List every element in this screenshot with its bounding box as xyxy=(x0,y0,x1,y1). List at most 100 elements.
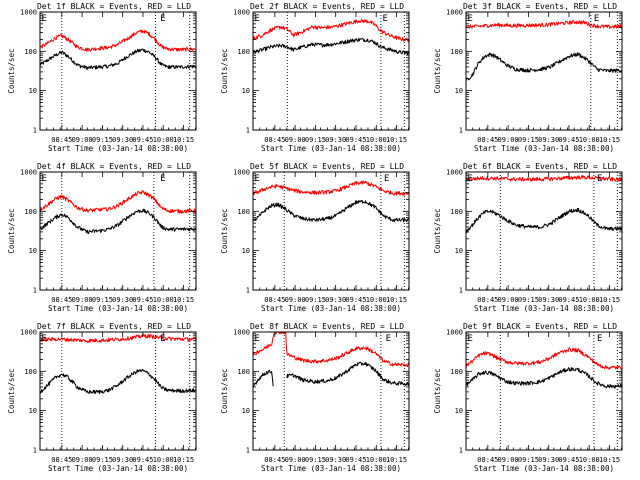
y-axis-label: Counts/sec xyxy=(433,208,442,253)
x-tick-label: 10:00 xyxy=(579,136,600,144)
event-marker-label: E xyxy=(382,14,387,24)
x-tick-label: 10:15 xyxy=(386,456,407,464)
x-tick-label: 08:45 xyxy=(477,136,498,144)
y-tick-label: 10 xyxy=(242,247,250,255)
y-tick-label: 1000 xyxy=(233,9,250,17)
series-line-events xyxy=(465,52,623,82)
y-tick-label: 10 xyxy=(455,407,463,415)
x-tick-label: 10:15 xyxy=(386,136,407,144)
x-tick-label: 09:00 xyxy=(72,456,93,464)
plot-frame xyxy=(465,331,623,451)
x-axis-label: Start Time (03-Jan-14 08:38:00) xyxy=(261,464,401,473)
x-axis-label: Start Time (03-Jan-14 08:38:00) xyxy=(48,144,188,153)
panel-9: Det 9f BLACK = Events, RED = LLD E E 1 10 100… xyxy=(433,322,623,473)
y-tick-label: 1000 xyxy=(233,169,250,177)
x-tick-label: 09:00 xyxy=(285,136,306,144)
y-tick-label: 1 xyxy=(33,447,37,455)
panel-title: Det 7f BLACK = Events, RED = LLD xyxy=(37,322,191,331)
x-tick-label: 08:45 xyxy=(477,296,498,304)
series-line-lld xyxy=(252,18,410,43)
panel-title: Det 4f BLACK = Events, RED = LLD xyxy=(37,162,191,171)
series-line-lld xyxy=(252,180,409,196)
panel-1: Det 1f BLACK = Events, RED = LLD E E 1 10 100… xyxy=(7,2,197,153)
event-marker-label: E xyxy=(468,334,473,344)
x-tick-label: 09:15 xyxy=(305,456,326,464)
x-tick-label: 09:45 xyxy=(132,296,153,304)
x-tick-label: 10:15 xyxy=(599,136,620,144)
x-tick-label: 09:30 xyxy=(112,456,133,464)
panel-7: Det 7f BLACK = Events, RED = LLD E E 1 10 100… xyxy=(7,322,197,473)
panel-title: Det 9f BLACK = Events, RED = LLD xyxy=(463,322,617,331)
event-marker-label: E xyxy=(597,334,602,344)
x-tick-label: 09:00 xyxy=(72,296,93,304)
y-axis-label: Counts/sec xyxy=(7,368,16,413)
x-tick-label: 09:45 xyxy=(132,456,153,464)
x-tick-label: 10:15 xyxy=(173,296,194,304)
y-tick-label: 100 xyxy=(450,48,463,56)
x-tick-label: 10:00 xyxy=(366,296,387,304)
y-tick-label: 1 xyxy=(33,287,37,295)
x-tick-label: 10:00 xyxy=(579,296,600,304)
event-marker-label: E xyxy=(255,174,260,184)
y-axis-label: Counts/sec xyxy=(433,368,442,413)
x-tick-label: 09:15 xyxy=(305,296,326,304)
x-axis-label: Start Time (03-Jan-14 08:38:00) xyxy=(474,304,614,313)
series-line-lld xyxy=(39,29,196,52)
x-tick-label: 09:30 xyxy=(325,136,346,144)
y-tick-label: 1000 xyxy=(446,329,463,337)
x-tick-label: 09:45 xyxy=(345,456,366,464)
y-tick-label: 100 xyxy=(24,208,37,216)
y-tick-label: 1 xyxy=(459,127,463,135)
x-tick-label: 09:15 xyxy=(92,296,113,304)
series-line-events xyxy=(465,207,623,234)
y-tick-label: 100 xyxy=(237,368,250,376)
series-line-lld xyxy=(39,190,196,214)
series-line-events xyxy=(252,361,410,387)
x-tick-label: 09:00 xyxy=(498,136,519,144)
x-tick-label: 09:30 xyxy=(325,456,346,464)
x-tick-label: 09:15 xyxy=(518,296,539,304)
y-tick-label: 1 xyxy=(246,447,250,455)
y-tick-label: 1000 xyxy=(20,169,37,177)
x-tick-label: 10:15 xyxy=(599,296,620,304)
x-tick-label: 10:00 xyxy=(153,456,174,464)
plot-frame xyxy=(465,11,623,131)
series-line-events xyxy=(465,367,623,389)
x-tick-label: 09:30 xyxy=(538,136,559,144)
y-tick-label: 100 xyxy=(24,368,37,376)
x-tick-label: 10:15 xyxy=(599,456,620,464)
x-tick-label: 08:45 xyxy=(264,136,285,144)
panel-3: Det 3f BLACK = Events, RED = LLD E E 1 10 100… xyxy=(433,2,623,153)
plot-frame xyxy=(252,11,410,131)
y-tick-label: 1 xyxy=(33,127,37,135)
y-tick-label: 100 xyxy=(450,368,463,376)
x-tick-label: 08:45 xyxy=(51,136,72,144)
y-axis-label: Counts/sec xyxy=(7,208,16,253)
x-tick-label: 10:00 xyxy=(579,456,600,464)
y-axis-label: Counts/sec xyxy=(7,48,16,93)
y-axis-label: Counts/sec xyxy=(220,208,229,253)
y-axis-label: Counts/sec xyxy=(220,368,229,413)
x-tick-label: 09:15 xyxy=(305,136,326,144)
x-tick-label: 09:30 xyxy=(538,296,559,304)
panel-8: Det 8f BLACK = Events, RED = LLD E E 1 10 100… xyxy=(220,322,410,473)
y-axis-label: Counts/sec xyxy=(433,48,442,93)
event-marker-label: E xyxy=(594,14,599,24)
panel-title: Det 5f BLACK = Events, RED = LLD xyxy=(250,162,404,171)
event-marker-label: E xyxy=(255,14,260,24)
y-tick-label: 1000 xyxy=(20,329,37,337)
x-tick-label: 10:15 xyxy=(173,136,194,144)
y-tick-label: 10 xyxy=(29,247,37,255)
x-axis-label: Start Time (03-Jan-14 08:38:00) xyxy=(474,144,614,153)
x-tick-label: 09:45 xyxy=(558,136,579,144)
panel-2: Det 2f BLACK = Events, RED = LLD E E 1 10 100… xyxy=(220,2,410,153)
plot-frame xyxy=(39,331,197,451)
y-tick-label: 10 xyxy=(29,87,37,95)
x-tick-label: 09:45 xyxy=(345,296,366,304)
series-line-events xyxy=(39,208,197,235)
plot-frame xyxy=(465,171,623,291)
x-tick-label: 10:00 xyxy=(366,136,387,144)
x-tick-label: 09:00 xyxy=(285,456,306,464)
panel-6: Det 6f BLACK = Events, RED = LLD E E 1 10 100… xyxy=(433,162,623,313)
